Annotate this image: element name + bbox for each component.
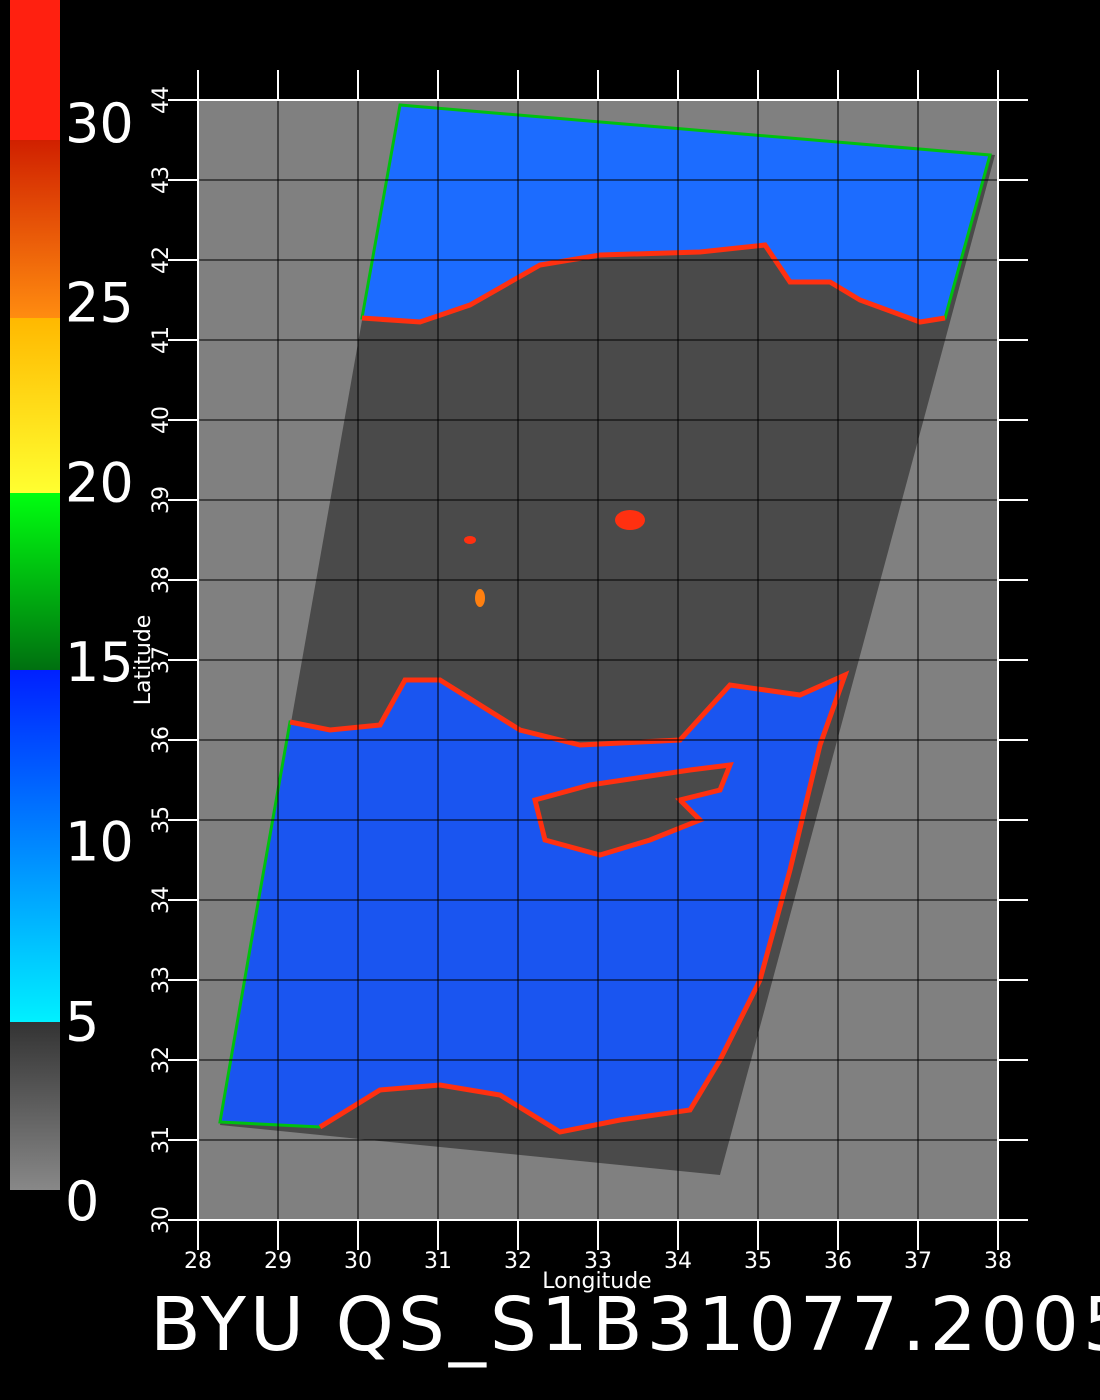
colorbar-band [10,493,60,670]
x-tick-label: 38 [984,1249,1012,1274]
title: BYU QS_S1B31077.20051 [150,1282,1100,1368]
coast-south [289,670,850,1135]
x-axis-label: Longitude [542,1269,651,1294]
y-tick-label: 33 [149,966,174,994]
colorbar-band [10,670,60,1022]
y-axis-label: Latitude [131,615,156,706]
x-tick-label: 36 [824,1249,852,1274]
spot [464,536,476,544]
y-tick-label: 43 [149,166,174,194]
colorbar-tick-label: 15 [65,631,134,694]
colorbar-tick-label: 0 [65,1170,99,1233]
colorbar [10,0,60,1190]
colorbar-band [10,140,60,318]
x-tick-label: 30 [344,1249,372,1274]
colorbar-tick-label: 30 [65,92,134,155]
x-tick-label: 33 [584,1249,612,1274]
y-tick-label: 42 [149,246,174,274]
y-tick-label: 44 [149,86,174,114]
colorbar-tick-label: 10 [65,811,134,874]
coast-north [361,242,946,325]
spot [615,510,645,530]
colorbar-tick-label: 20 [65,451,134,514]
x-tick-label: 28 [184,1249,212,1274]
plot-frame [197,99,999,1221]
y-tick-label: 36 [149,726,174,754]
y-tick-label: 41 [149,326,174,354]
x-tick-label: 37 [904,1249,932,1274]
x-tick-label: 35 [744,1249,772,1274]
y-tick-label: 37 [149,646,174,674]
x-tick-label: 31 [424,1249,452,1274]
y-tick-label: 40 [149,406,174,434]
colorbar-band [10,1022,60,1190]
colorbar-band [10,318,60,493]
y-tick-label: 34 [149,886,174,914]
colorbar-band [10,0,60,140]
y-tick-label: 38 [149,566,174,594]
y-tick-label: 35 [149,806,174,834]
island [531,761,734,858]
colorbar-tick-label: 5 [65,990,99,1053]
y-tick-label: 32 [149,1046,174,1074]
y-tick-label: 31 [149,1126,174,1154]
y-tick-label: 39 [149,486,174,514]
y-tick-label: 30 [149,1206,174,1234]
x-tick-label: 32 [504,1249,532,1274]
x-tick-label: 34 [664,1249,692,1274]
colorbar-tick-label: 25 [65,272,134,335]
spot [475,589,485,607]
x-tick-label: 29 [264,1249,292,1274]
